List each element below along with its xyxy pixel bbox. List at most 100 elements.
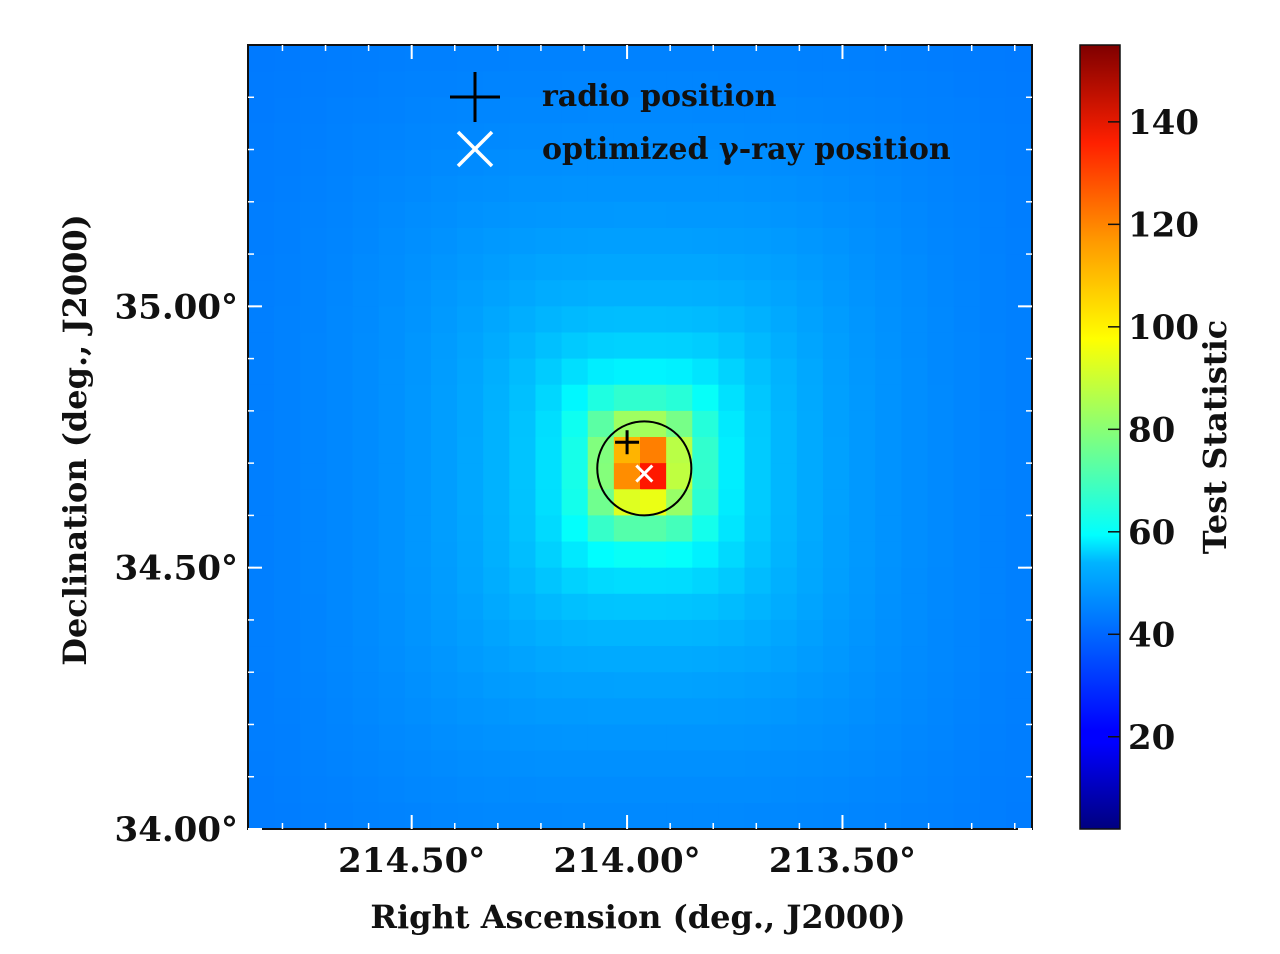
heatmap-cell (953, 123, 981, 151)
heatmap-cell (509, 280, 537, 307)
heatmap-cell (587, 776, 615, 804)
heatmap-cell (927, 489, 955, 516)
heatmap-cell (326, 567, 354, 595)
heatmap-cell (692, 776, 719, 804)
heatmap-cell (901, 280, 929, 307)
heatmap-cell (718, 672, 746, 699)
heatmap-cell (901, 45, 929, 72)
heatmap-cell (430, 619, 458, 647)
heatmap-cell (822, 97, 850, 124)
heatmap-cell (979, 437, 1007, 464)
heatmap-cell (770, 463, 798, 490)
heatmap-cell (692, 97, 719, 124)
heatmap-cell (979, 280, 1007, 307)
heatmap-cell (640, 280, 667, 307)
heatmap-cell (483, 97, 510, 124)
heatmap-cell (849, 175, 876, 203)
heatmap-cell (561, 384, 589, 412)
heatmap-cell (430, 384, 458, 412)
heatmap-cell (1005, 437, 1032, 464)
heatmap-cell (561, 724, 589, 752)
heatmap-cell (613, 254, 641, 281)
heatmap-cell (927, 227, 955, 255)
heatmap-cell (587, 410, 615, 438)
heatmap-cell (561, 698, 589, 726)
heatmap-cell (822, 672, 850, 699)
heatmap-cell (378, 332, 406, 360)
heatmap-cell (875, 45, 902, 72)
heatmap-cell (300, 463, 327, 490)
heatmap-cell (927, 280, 955, 307)
heatmap-cell (979, 567, 1007, 595)
heatmap-cell (640, 593, 667, 621)
heatmap-cell (535, 123, 563, 151)
heatmap-cell (1005, 463, 1032, 490)
heatmap-cell (430, 541, 458, 569)
heatmap-cell (248, 306, 275, 334)
heatmap-cell (587, 541, 615, 569)
heatmap-cell (849, 332, 876, 360)
heatmap-cell (796, 332, 824, 360)
heatmap-cell (561, 175, 589, 203)
heatmap-cell (692, 541, 719, 569)
heatmap-cell (483, 776, 510, 804)
heatmap-cell (849, 672, 876, 699)
heatmap-cell (561, 672, 589, 699)
heatmap-cell (430, 332, 458, 360)
heatmap-cell (274, 306, 301, 334)
heatmap-cell (352, 724, 380, 752)
heatmap-cell (744, 175, 772, 203)
heatmap-cell (849, 97, 876, 124)
heatmap-cell (822, 332, 850, 360)
heatmap-cell (692, 802, 719, 829)
heatmap-cell (352, 306, 380, 334)
heatmap-cell (822, 463, 850, 490)
y-tick-label: 35.00° (115, 287, 238, 327)
heatmap-cell (613, 776, 641, 804)
heatmap-cell (979, 123, 1007, 151)
heatmap-cell (901, 97, 929, 124)
heatmap-cell (587, 227, 615, 255)
heatmap-cell (718, 227, 746, 255)
heatmap-cell (875, 71, 902, 98)
heatmap-cell (953, 175, 981, 203)
heatmap-cell (979, 149, 1007, 177)
heatmap-cell (875, 384, 902, 412)
heatmap-cell (457, 619, 484, 647)
heatmap-cell (875, 593, 902, 621)
heatmap-cell (274, 410, 301, 438)
heatmap-cell (718, 332, 746, 360)
heatmap-cell (822, 567, 850, 595)
heatmap-cell (326, 175, 354, 203)
x-tick-label: 214.00° (554, 841, 701, 881)
heatmap-cell (1005, 123, 1032, 151)
heatmap-cell (666, 724, 693, 752)
y-tick-label: 34.50° (115, 549, 238, 589)
heatmap-cell (587, 489, 615, 516)
heatmap-cell (430, 306, 458, 334)
heatmap-cell (483, 672, 510, 699)
heatmap-cell (666, 489, 693, 516)
heatmap-cell (1005, 619, 1032, 647)
heatmap-cell (326, 280, 354, 307)
heatmap-cell (718, 410, 746, 438)
heatmap-cell (927, 71, 955, 98)
heatmap-cell (744, 97, 772, 124)
heatmap-cell (849, 306, 876, 334)
heatmap-cell (692, 227, 719, 255)
heatmap-cell (901, 71, 929, 98)
heatmap-cell (457, 437, 484, 464)
heatmap-cell (457, 593, 484, 621)
heatmap-cell (404, 593, 432, 621)
heatmap-cell (326, 45, 354, 72)
heatmap-cell (744, 646, 772, 673)
heatmap-cell (352, 463, 380, 490)
heatmap-cell (378, 149, 406, 177)
heatmap-cell (535, 97, 563, 124)
heatmap-cell (640, 646, 667, 673)
heatmap-cell (718, 776, 746, 804)
heatmap-cell (666, 619, 693, 647)
heatmap-cell (587, 698, 615, 726)
heatmap-cell (300, 384, 327, 412)
heatmap-cell (692, 280, 719, 307)
